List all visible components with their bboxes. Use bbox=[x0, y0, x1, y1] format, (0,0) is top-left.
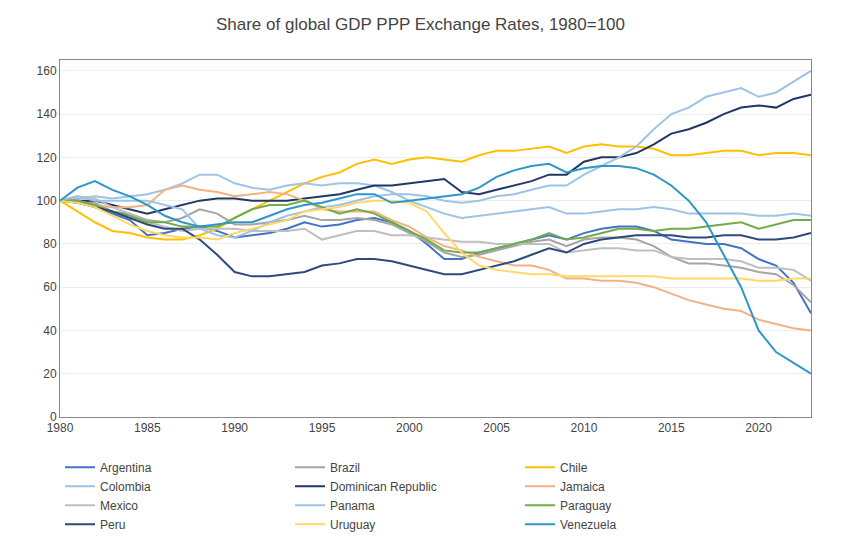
svg-text:2000: 2000 bbox=[396, 421, 423, 435]
svg-text:Chile: Chile bbox=[560, 461, 588, 475]
svg-text:Brazil: Brazil bbox=[330, 461, 360, 475]
svg-text:Share of global GDP PPP Exchan: Share of global GDP PPP Exchange Rates, … bbox=[216, 15, 625, 34]
svg-text:160: 160 bbox=[37, 64, 57, 78]
svg-text:Venezuela: Venezuela bbox=[560, 518, 616, 532]
svg-text:120: 120 bbox=[37, 151, 57, 165]
svg-text:Uruguay: Uruguay bbox=[330, 518, 375, 532]
svg-text:1990: 1990 bbox=[221, 421, 248, 435]
svg-text:40: 40 bbox=[43, 324, 57, 338]
svg-text:2015: 2015 bbox=[658, 421, 685, 435]
svg-text:80: 80 bbox=[43, 237, 57, 251]
svg-text:0: 0 bbox=[50, 410, 57, 424]
svg-text:Panama: Panama bbox=[330, 499, 375, 513]
svg-text:140: 140 bbox=[37, 107, 57, 121]
svg-text:Jamaica: Jamaica bbox=[560, 480, 605, 494]
svg-text:1995: 1995 bbox=[309, 421, 336, 435]
svg-text:Peru: Peru bbox=[100, 518, 125, 532]
svg-text:1980: 1980 bbox=[47, 421, 74, 435]
svg-text:Paraguay: Paraguay bbox=[560, 499, 611, 513]
svg-text:2005: 2005 bbox=[483, 421, 510, 435]
svg-text:1985: 1985 bbox=[134, 421, 161, 435]
svg-text:Argentina: Argentina bbox=[100, 461, 152, 475]
svg-text:2020: 2020 bbox=[745, 421, 772, 435]
svg-text:2010: 2010 bbox=[571, 421, 598, 435]
svg-text:Dominican Republic: Dominican Republic bbox=[330, 480, 437, 494]
svg-text:20: 20 bbox=[43, 367, 57, 381]
svg-text:Colombia: Colombia bbox=[100, 480, 151, 494]
svg-text:60: 60 bbox=[43, 280, 57, 294]
svg-text:Mexico: Mexico bbox=[100, 499, 138, 513]
svg-text:100: 100 bbox=[37, 194, 57, 208]
